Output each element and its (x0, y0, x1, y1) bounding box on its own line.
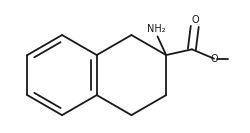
Text: O: O (210, 54, 218, 64)
Text: O: O (192, 15, 199, 25)
Text: NH₂: NH₂ (147, 24, 166, 34)
